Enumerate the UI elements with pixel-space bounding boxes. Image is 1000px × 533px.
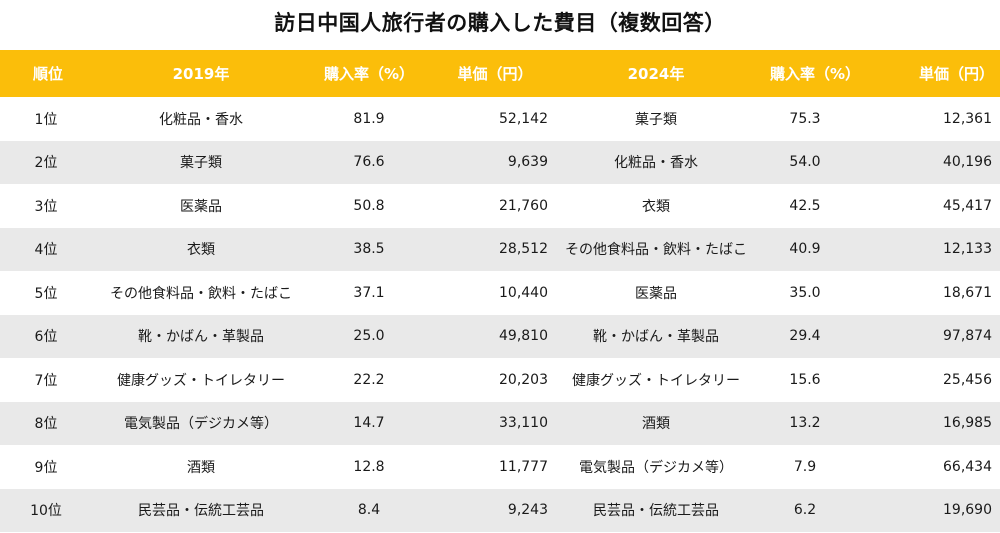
rate-2019-cell: 22.2 bbox=[353, 371, 385, 388]
header-row: 順位 2019年 購入率（%） 単価（円） 2024年 購入率（%） 単価（円） bbox=[0, 50, 1000, 97]
table-row: 3位 医薬品 50.8 21,760 衣類 42.5 45,417 bbox=[0, 184, 1000, 228]
rate-2024-cell: 54.0 bbox=[789, 154, 821, 171]
price-2024-cell: 40,196 bbox=[943, 154, 992, 171]
price-2024-cell: 66,434 bbox=[943, 458, 992, 475]
price-2024-cell: 25,456 bbox=[943, 371, 992, 388]
header-price-2019: 単価（円） bbox=[457, 65, 533, 83]
rank-cell: 7位 bbox=[34, 372, 58, 389]
table-row: 2位 菓子類 76.6 9,639 化粧品・香水 54.0 40,196 bbox=[0, 140, 1000, 184]
table-body: 1位 化粧品・香水 81.9 52,142 菓子類 75.3 12,361 2位… bbox=[0, 97, 1000, 532]
rate-2024-cell: 40.9 bbox=[789, 241, 821, 258]
item-2024-cell: 菓子類 bbox=[635, 111, 677, 128]
rank-cell: 5位 bbox=[34, 285, 58, 302]
table-row: 4位 衣類 38.5 28,512 その他食料品・飲料・たばこ 40.9 12,… bbox=[0, 227, 1000, 271]
header-rank: 順位 bbox=[32, 65, 63, 83]
price-2024-cell: 12,361 bbox=[943, 110, 992, 127]
price-2019-cell: 9,243 bbox=[507, 502, 548, 519]
rate-2024-cell: 7.9 bbox=[793, 458, 817, 475]
item-2019-cell: 化粧品・香水 bbox=[159, 111, 243, 128]
table-row: 7位 健康グッズ・トイレタリー 22.2 20,203 健康グッズ・トイレタリー… bbox=[0, 358, 1000, 402]
price-2019-cell: 33,110 bbox=[499, 415, 548, 432]
item-2024-cell: 靴・かばん・革製品 bbox=[593, 329, 719, 346]
rate-2019-cell: 50.8 bbox=[353, 197, 385, 214]
price-2024-cell: 97,874 bbox=[943, 328, 992, 345]
item-2019-cell: 衣類 bbox=[187, 242, 215, 259]
header-year-2019: 2019年 bbox=[172, 65, 230, 83]
rate-2024-cell: 13.2 bbox=[789, 415, 821, 432]
rate-2024-cell: 15.6 bbox=[789, 371, 821, 388]
item-2024-cell: 酒類 bbox=[642, 416, 670, 433]
rate-2019-cell: 25.0 bbox=[353, 328, 385, 345]
rate-2019-cell: 8.4 bbox=[357, 502, 381, 519]
item-2024-cell: 健康グッズ・トイレタリー bbox=[572, 372, 740, 389]
price-2019-cell: 28,512 bbox=[499, 241, 548, 258]
table-header: 順位 2019年 購入率（%） 単価（円） 2024年 購入率（%） 単価（円） bbox=[0, 50, 1000, 97]
item-2019-cell: 健康グッズ・トイレタリー bbox=[117, 372, 285, 389]
price-2024-cell: 16,985 bbox=[943, 415, 992, 432]
rank-cell: 4位 bbox=[34, 242, 58, 259]
price-2019-cell: 10,440 bbox=[499, 284, 548, 301]
item-2019-cell: 医薬品 bbox=[180, 198, 222, 215]
rate-2019-cell: 38.5 bbox=[353, 241, 385, 258]
rate-2024-cell: 35.0 bbox=[789, 284, 821, 301]
rank-cell: 9位 bbox=[34, 459, 58, 476]
table-row: 8位 電気製品（デジカメ等） 14.7 33,110 酒類 13.2 16,98… bbox=[0, 401, 1000, 445]
item-2024-cell: 衣類 bbox=[642, 198, 670, 215]
rate-2024-cell: 75.3 bbox=[789, 110, 821, 127]
item-2019-cell: 菓子類 bbox=[180, 155, 222, 172]
price-2019-cell: 52,142 bbox=[499, 110, 548, 127]
rate-2019-cell: 76.6 bbox=[353, 154, 385, 171]
price-2024-cell: 12,133 bbox=[943, 241, 992, 258]
table-row: 1位 化粧品・香水 81.9 52,142 菓子類 75.3 12,361 bbox=[0, 97, 1000, 141]
page-title: 訪日中国人旅行者の購入した費目（複数回答） bbox=[274, 11, 726, 35]
item-2024-cell: 民芸品・伝統工芸品 bbox=[593, 503, 719, 520]
item-2019-cell: その他食料品・飲料・たばこ bbox=[110, 285, 292, 302]
rate-2019-cell: 81.9 bbox=[353, 110, 385, 127]
price-2019-cell: 9,639 bbox=[507, 154, 548, 171]
rank-cell: 3位 bbox=[34, 198, 58, 215]
header-price-2024: 単価（円） bbox=[918, 65, 994, 83]
item-2024-cell: 医薬品 bbox=[635, 285, 677, 302]
item-2024-cell: 化粧品・香水 bbox=[614, 155, 698, 172]
purchase-ranking-table: 順位 2019年 購入率（%） 単価（円） 2024年 購入率（%） 単価（円）… bbox=[0, 50, 1000, 532]
price-2024-cell: 19,690 bbox=[943, 502, 992, 519]
rank-cell: 1位 bbox=[34, 111, 58, 128]
rate-2024-cell: 42.5 bbox=[789, 197, 821, 214]
item-2019-cell: 民芸品・伝統工芸品 bbox=[138, 503, 264, 520]
price-2019-cell: 11,777 bbox=[499, 458, 548, 475]
rate-2019-cell: 12.8 bbox=[353, 458, 385, 475]
rate-2024-cell: 6.2 bbox=[793, 502, 817, 519]
price-2019-cell: 20,203 bbox=[499, 371, 548, 388]
price-2019-cell: 21,760 bbox=[499, 197, 548, 214]
item-2024-cell: その他食料品・飲料・たばこ bbox=[565, 242, 747, 259]
table-row: 5位 その他食料品・飲料・たばこ 37.1 10,440 医薬品 35.0 18… bbox=[0, 271, 1000, 315]
header-year-2024: 2024年 bbox=[627, 65, 685, 83]
item-2019-cell: 酒類 bbox=[187, 459, 215, 476]
rank-cell: 10位 bbox=[30, 503, 62, 520]
item-2019-cell: 電気製品（デジカメ等） bbox=[124, 416, 278, 433]
rank-cell: 6位 bbox=[34, 329, 58, 346]
header-rate-2024: 購入率（%） bbox=[769, 65, 861, 83]
table-row: 6位 靴・かばん・革製品 25.0 49,810 靴・かばん・革製品 29.4 … bbox=[0, 314, 1000, 358]
item-2024-cell: 電気製品（デジカメ等） bbox=[579, 459, 733, 476]
price-2024-cell: 45,417 bbox=[943, 197, 992, 214]
table-row: 9位 酒類 12.8 11,777 電気製品（デジカメ等） 7.9 66,434 bbox=[0, 445, 1000, 489]
item-2019-cell: 靴・かばん・革製品 bbox=[138, 329, 264, 346]
rank-cell: 8位 bbox=[34, 416, 58, 433]
rate-2019-cell: 37.1 bbox=[353, 284, 385, 301]
table-row: 10位 民芸品・伝統工芸品 8.4 9,243 民芸品・伝統工芸品 6.2 19… bbox=[0, 488, 1000, 532]
price-2024-cell: 18,671 bbox=[943, 284, 992, 301]
rank-cell: 2位 bbox=[34, 155, 58, 172]
price-2019-cell: 49,810 bbox=[499, 328, 548, 345]
rate-2019-cell: 14.7 bbox=[353, 415, 385, 432]
header-rate-2019: 購入率（%） bbox=[323, 65, 415, 83]
rate-2024-cell: 29.4 bbox=[789, 328, 821, 345]
